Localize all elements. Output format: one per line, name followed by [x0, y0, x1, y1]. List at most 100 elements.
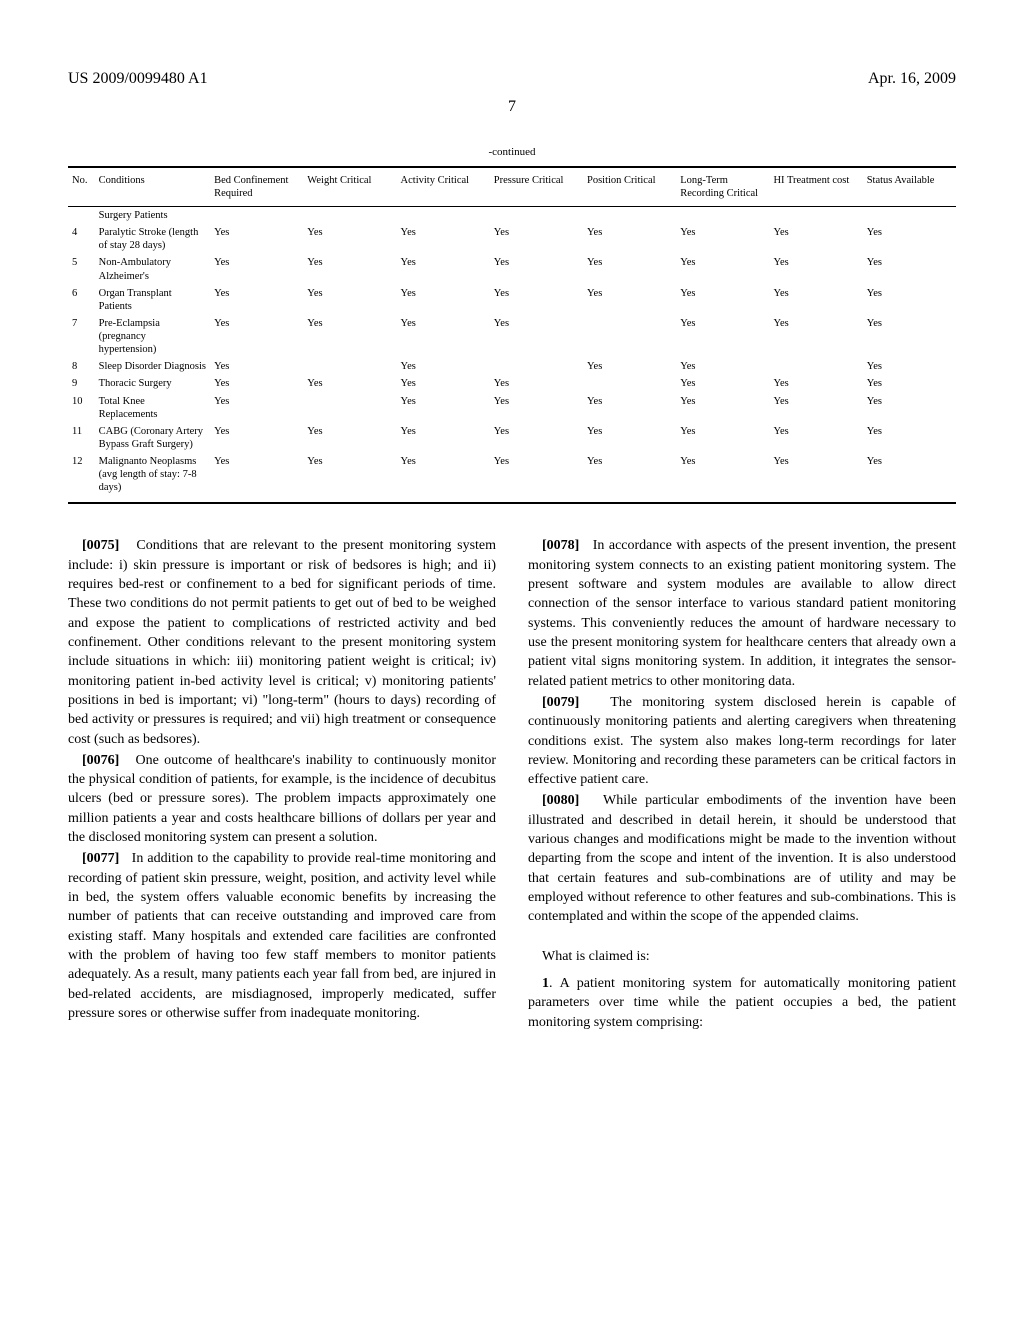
cell-val: Yes: [863, 393, 956, 423]
cell-cond: Sleep Disorder Diagnosis: [95, 358, 210, 375]
th-activity: Activity Critical: [397, 167, 490, 207]
cell-cond: Organ Transplant Patients: [95, 285, 210, 315]
cell-no: 7: [68, 315, 95, 358]
cell-val: Yes: [397, 224, 490, 254]
claim-1: 1. A patient monitoring system for autom…: [528, 974, 956, 1032]
table-row: 6Organ Transplant PatientsYesYesYesYesYe…: [68, 285, 956, 315]
cell-val: Yes: [676, 224, 769, 254]
cell-cond: Surgery Patients: [95, 207, 210, 225]
cell-no: 8: [68, 358, 95, 375]
cell-cond: Malignanto Neoplasms (avg length of stay…: [95, 453, 210, 503]
cell-val: Yes: [303, 285, 396, 315]
cell-no: 6: [68, 285, 95, 315]
cell-val: Yes: [303, 423, 396, 453]
cell-val: [769, 207, 862, 225]
para-79: [0079] The monitoring system disclosed h…: [528, 693, 956, 790]
cell-val: [583, 375, 676, 392]
th-status: Status Available: [863, 167, 956, 207]
cell-val: Yes: [676, 315, 769, 358]
cell-val: Yes: [490, 393, 583, 423]
para-75: [0075] Conditions that are relevant to t…: [68, 536, 496, 748]
para-77: [0077] In addition to the capability to …: [68, 849, 496, 1023]
cell-val: Yes: [863, 254, 956, 284]
cell-val: [583, 207, 676, 225]
cell-val: [769, 358, 862, 375]
cell-val: Yes: [210, 315, 303, 358]
table-row: 12Malignanto Neoplasms (avg length of st…: [68, 453, 956, 503]
cell-no: 4: [68, 224, 95, 254]
para-78: [0078] In accordance with aspects of the…: [528, 536, 956, 691]
cell-val: Yes: [583, 358, 676, 375]
cell-val: Yes: [769, 285, 862, 315]
cell-val: Yes: [583, 254, 676, 284]
table-row: 9Thoracic SurgeryYesYesYesYesYesYesYes: [68, 375, 956, 392]
cell-val: Yes: [769, 375, 862, 392]
cell-val: Yes: [863, 453, 956, 503]
th-cond: Conditions: [95, 167, 210, 207]
table-caption: -continued: [68, 146, 956, 160]
th-no: No.: [68, 167, 95, 207]
cell-val: Yes: [303, 375, 396, 392]
cell-val: Yes: [676, 375, 769, 392]
para-text: Conditions that are relevant to the pres…: [68, 538, 496, 746]
cell-val: [490, 207, 583, 225]
cell-val: Yes: [303, 254, 396, 284]
cell-val: Yes: [863, 315, 956, 358]
cell-val: Yes: [210, 393, 303, 423]
cell-cond: Thoracic Surgery: [95, 375, 210, 392]
cell-no: 10: [68, 393, 95, 423]
cell-val: [210, 207, 303, 225]
para-num: [0075]: [82, 538, 119, 553]
cell-val: Yes: [397, 375, 490, 392]
cell-no: 11: [68, 423, 95, 453]
para-num: [0079]: [542, 695, 579, 710]
para-num: [0078]: [542, 538, 579, 553]
cell-val: Yes: [769, 393, 862, 423]
cell-val: Yes: [490, 453, 583, 503]
para-text: In accordance with aspects of the presen…: [528, 538, 956, 688]
th-bed: Bed Confinement Required: [210, 167, 303, 207]
cell-val: Yes: [583, 453, 676, 503]
page-number: 7: [68, 98, 956, 116]
para-num: [0076]: [82, 753, 119, 768]
right-column: [0078] In accordance with aspects of the…: [528, 536, 956, 1032]
cell-val: Yes: [397, 315, 490, 358]
para-76: [0076] One outcome of healthcare's inabi…: [68, 751, 496, 848]
text-columns: [0075] Conditions that are relevant to t…: [68, 536, 956, 1032]
para-text: One outcome of healthcare's inability to…: [68, 753, 496, 845]
cell-val: Yes: [397, 285, 490, 315]
cell-cond: Paralytic Stroke (length of stay 28 days…: [95, 224, 210, 254]
th-position: Position Critical: [583, 167, 676, 207]
cell-val: Yes: [863, 423, 956, 453]
table-row: 10Total Knee ReplacementsYesYesYesYesYes…: [68, 393, 956, 423]
th-weight: Weight Critical: [303, 167, 396, 207]
pub-date: Apr. 16, 2009: [868, 70, 956, 88]
para-num: [0077]: [82, 851, 119, 866]
cell-no: 5: [68, 254, 95, 284]
conditions-table: No. Conditions Bed Confinement Required …: [68, 166, 956, 505]
cell-val: Yes: [490, 224, 583, 254]
cell-val: Yes: [863, 224, 956, 254]
table-header-row: No. Conditions Bed Confinement Required …: [68, 167, 956, 207]
th-longterm: Long-Term Recording Critical: [676, 167, 769, 207]
cell-val: Yes: [676, 453, 769, 503]
cell-val: Yes: [863, 358, 956, 375]
cell-cond: Non-Ambulatory Alzheimer's: [95, 254, 210, 284]
cell-cond: Pre-Eclampsia (pregnancy hypertension): [95, 315, 210, 358]
cell-val: Yes: [769, 254, 862, 284]
cell-cond: Total Knee Replacements: [95, 393, 210, 423]
table-row: 11CABG (Coronary Artery Bypass Graft Sur…: [68, 423, 956, 453]
left-column: [0075] Conditions that are relevant to t…: [68, 536, 496, 1032]
cell-val: [397, 207, 490, 225]
cell-val: [676, 207, 769, 225]
cell-val: Yes: [210, 375, 303, 392]
cell-val: Yes: [210, 224, 303, 254]
cell-val: Yes: [676, 285, 769, 315]
cell-val: Yes: [676, 254, 769, 284]
th-hi: HI Treatment cost: [769, 167, 862, 207]
table-row: 7Pre-Eclampsia (pregnancy hypertension)Y…: [68, 315, 956, 358]
cell-val: Yes: [210, 254, 303, 284]
cell-val: [303, 393, 396, 423]
cell-val: Yes: [583, 224, 676, 254]
cell-val: Yes: [303, 315, 396, 358]
